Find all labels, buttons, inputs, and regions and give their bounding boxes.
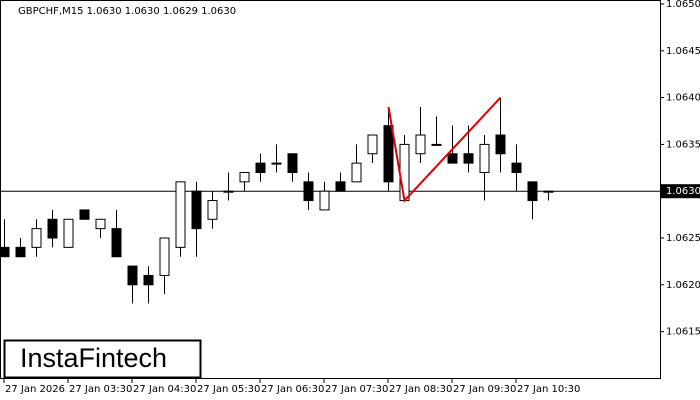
candle-body	[111, 228, 122, 258]
last-price-label: 1.0630	[666, 186, 700, 197]
y-tick-label: 1.0645	[666, 46, 700, 57]
plot-frame	[0, 0, 661, 379]
candle-body	[415, 134, 426, 155]
candle-body	[95, 218, 106, 230]
candle-body	[223, 190, 234, 193]
candle-body	[431, 143, 442, 146]
candle-body	[495, 134, 506, 155]
x-tick-label: 27 Jan 2026	[5, 384, 65, 395]
y-tick-label: 1.0615	[666, 327, 700, 338]
x-tick-label: 27 Jan 10:30	[517, 384, 580, 395]
candle-body	[143, 274, 154, 286]
candle-body	[447, 153, 458, 164]
candle-body	[15, 246, 26, 258]
pattern-line	[387, 96, 502, 203]
x-tick-label: 27 Jan 09:30	[453, 384, 516, 395]
y-tick-label: 1.0650	[666, 0, 700, 10]
x-tick-label: 27 Jan 06:30	[261, 384, 324, 395]
candle-body	[159, 237, 170, 276]
candle-body	[303, 181, 314, 202]
candle-body	[271, 162, 282, 165]
candle-body	[399, 143, 410, 202]
candle-body	[543, 190, 554, 193]
candle-body	[239, 171, 250, 183]
candle-body	[319, 190, 330, 211]
candle-body	[287, 153, 298, 173]
candle-body	[191, 190, 202, 230]
chart-title: GBPCHF,M15 1.0630 1.0630 1.0629 1.0630	[18, 6, 236, 17]
candle-body	[207, 200, 218, 220]
candle-body	[479, 143, 490, 173]
x-tick-label: 27 Jan 05:30	[197, 384, 260, 395]
candle-body	[127, 265, 138, 286]
candle-body	[47, 218, 58, 239]
candle-body	[31, 228, 42, 248]
x-tick-label: 27 Jan 08:30	[389, 384, 452, 395]
candle-body	[367, 134, 378, 155]
candle-body	[63, 218, 74, 248]
logo: InstaFintech	[20, 343, 167, 373]
candle-body	[335, 181, 346, 192]
candle-body	[511, 162, 522, 173]
y-tick-label: 1.0620	[666, 280, 700, 291]
candle-body	[255, 162, 266, 173]
candle-body	[79, 209, 90, 220]
y-tick-label: 1.0625	[666, 233, 700, 244]
candle-body	[175, 181, 186, 248]
x-tick-label: 27 Jan 07:30	[325, 384, 388, 395]
y-tick-label: 1.0640	[666, 93, 700, 104]
logo-box	[3, 339, 202, 379]
x-tick-label: 27 Jan 04:30	[133, 384, 196, 395]
candle-body	[0, 246, 10, 258]
last-price-box	[660, 184, 700, 199]
y-tick-label: 1.0635	[666, 139, 700, 150]
candle-body	[463, 153, 474, 164]
candle-body	[351, 162, 362, 183]
x-tick-label: 27 Jan 03:30	[69, 384, 132, 395]
candle-body	[383, 125, 394, 183]
candle-body	[527, 181, 538, 202]
